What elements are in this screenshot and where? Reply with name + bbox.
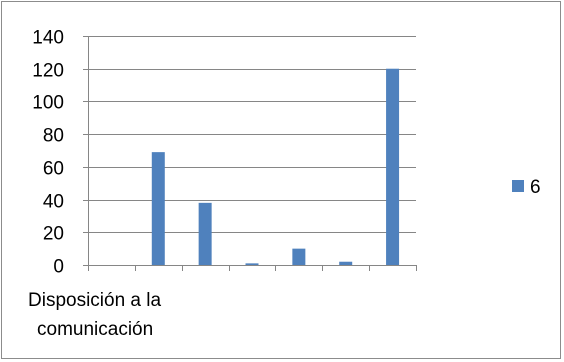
legend: 6 [512,177,541,198]
legend-swatch [512,180,524,192]
y-tick-label: 80 [43,126,64,147]
gridlines [88,36,416,233]
y-tick-label: 120 [32,61,64,82]
bar [245,263,259,265]
y-tick-label: 100 [32,93,64,114]
bar [339,261,353,265]
y-tick-label: 60 [43,159,64,180]
category-label-line-1: Disposición a la [28,290,161,311]
category-label-line-2: comunicación [37,319,153,340]
y-tick-label: 0 [53,257,64,278]
bar [198,202,212,265]
y-tick-label: 20 [43,224,64,245]
y-tick-label: 140 [32,28,64,49]
legend-label: 6 [530,177,541,198]
axes [83,36,417,271]
bars [151,68,400,265]
bar [292,248,306,265]
y-tick-labels: 0 20 40 60 80 100 120 140 [32,28,64,278]
y-tick-label: 40 [43,192,64,213]
bar [151,152,165,265]
bar [386,68,400,265]
